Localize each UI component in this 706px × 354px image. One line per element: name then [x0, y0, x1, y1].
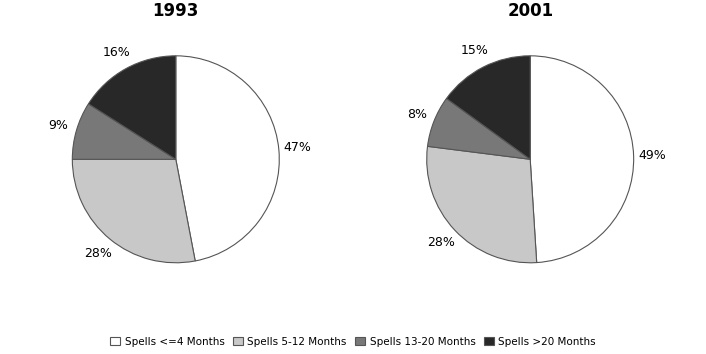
- Wedge shape: [530, 56, 634, 263]
- Wedge shape: [446, 56, 530, 159]
- Wedge shape: [72, 159, 195, 263]
- Wedge shape: [176, 56, 280, 261]
- Title: 2001: 2001: [507, 2, 554, 21]
- Text: 28%: 28%: [427, 236, 455, 249]
- Legend: Spells <=4 Months, Spells 5-12 Months, Spells 13-20 Months, Spells >20 Months: Spells <=4 Months, Spells 5-12 Months, S…: [108, 335, 598, 349]
- Text: 49%: 49%: [638, 149, 666, 162]
- Text: 16%: 16%: [103, 46, 131, 59]
- Text: 8%: 8%: [407, 108, 426, 121]
- Text: 9%: 9%: [49, 119, 68, 132]
- Wedge shape: [426, 146, 537, 263]
- Wedge shape: [88, 56, 176, 159]
- Title: 1993: 1993: [152, 2, 199, 21]
- Text: 47%: 47%: [283, 141, 311, 154]
- Wedge shape: [428, 98, 530, 159]
- Text: 28%: 28%: [84, 247, 112, 260]
- Wedge shape: [72, 104, 176, 159]
- Text: 15%: 15%: [461, 44, 489, 57]
